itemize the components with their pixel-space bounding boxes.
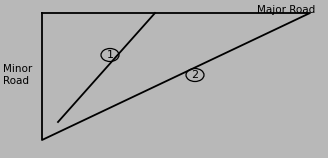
Polygon shape <box>42 13 310 140</box>
Text: Minor
Road: Minor Road <box>3 64 32 86</box>
Text: 1: 1 <box>107 50 113 60</box>
Text: Major Road: Major Road <box>257 5 315 15</box>
Text: 2: 2 <box>192 70 198 80</box>
